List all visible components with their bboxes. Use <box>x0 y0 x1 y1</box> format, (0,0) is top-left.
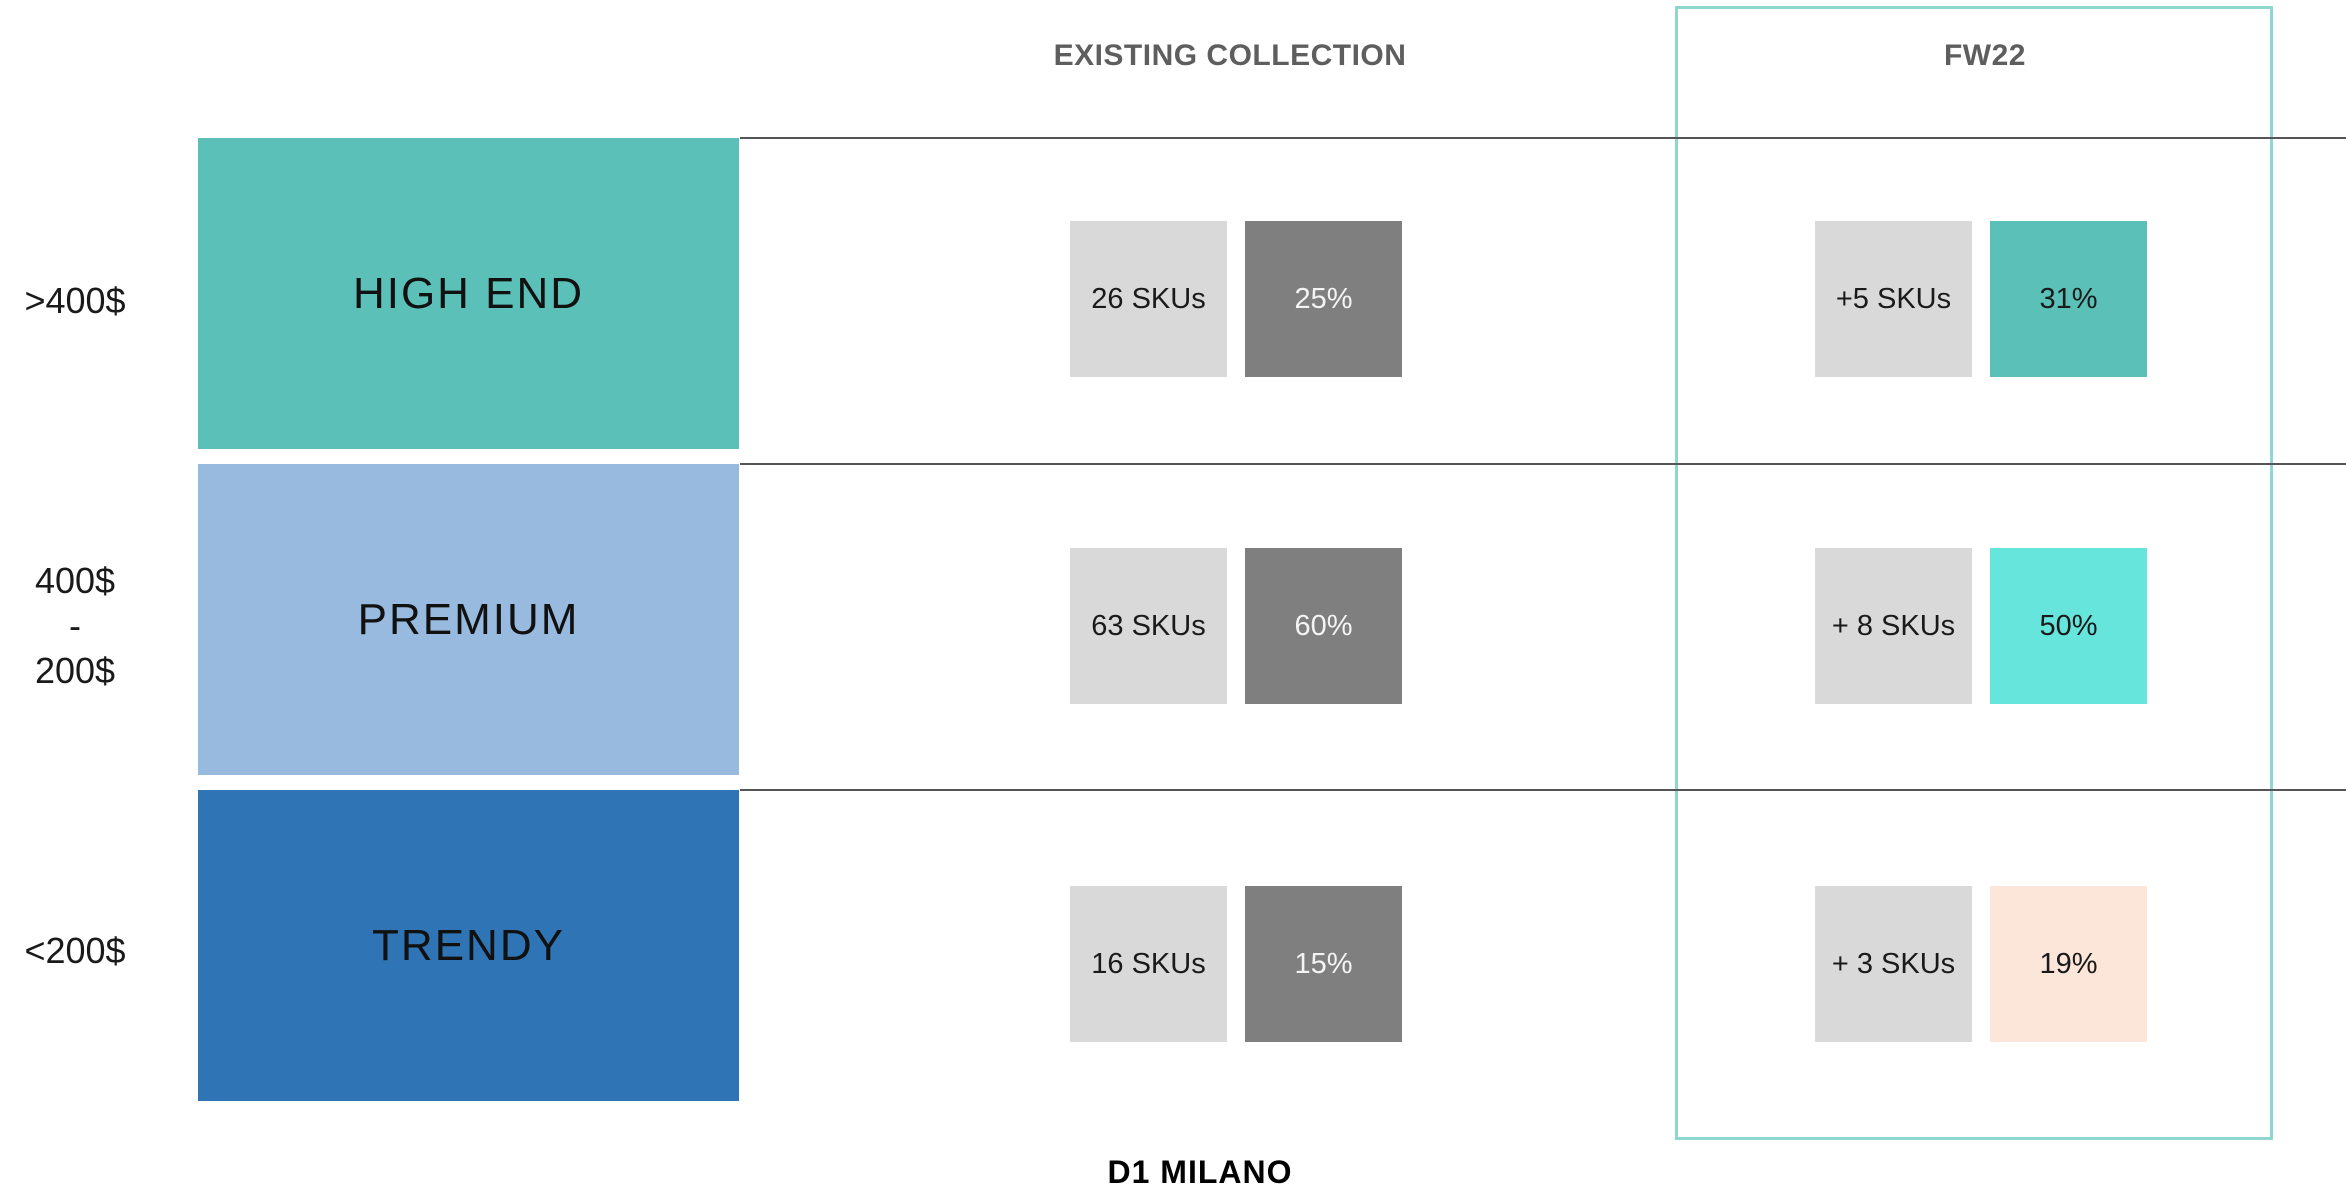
fw22-pct-tile-high-end: 31% <box>1990 221 2147 377</box>
tier-name-trendy: TRENDY <box>372 920 565 970</box>
price-label-trendy: <200$ <box>24 930 126 971</box>
existing-sku-tile-premium: 63 SKUs <box>1070 548 1227 704</box>
divider-middle <box>740 463 2346 465</box>
tier-name-premium: PREMIUM <box>357 594 580 644</box>
tier-block-premium: PREMIUM <box>198 464 739 775</box>
existing-sku-tile-high-end: 26 SKUs <box>1070 221 1227 377</box>
existing-pct-tile-high-end: 25% <box>1245 221 1402 377</box>
existing-pct-tile-premium: 60% <box>1245 548 1402 704</box>
fw22-frame <box>1675 6 2273 1140</box>
tier-block-trendy: TRENDY <box>198 790 739 1101</box>
existing-sku-tile-trendy: 16 SKUs <box>1070 886 1227 1042</box>
existing-pct-tile-trendy: 15% <box>1245 886 1402 1042</box>
divider-bottom <box>740 789 2346 791</box>
price-label-premium-separator: - <box>69 605 81 646</box>
price-label-high-end: >400$ <box>24 280 126 321</box>
fw22-pct-tile-trendy: 19% <box>1990 886 2147 1042</box>
fw22-sku-tile-trendy: + 3 SKUs <box>1815 886 1972 1042</box>
fw22-sku-tile-premium: + 8 SKUs <box>1815 548 1972 704</box>
fw22-sku-tile-high-end: +5 SKUs <box>1815 221 1972 377</box>
divider-top <box>740 137 2346 139</box>
price-label-premium: 400$ - 200$ <box>0 558 150 693</box>
price-label-premium-lower: 200$ <box>34 650 116 691</box>
d1-milano-logo: D1 MILANO <box>1107 1154 1293 1190</box>
price-label-premium-upper: 400$ <box>34 560 116 601</box>
existing-collection-header: EXISTING COLLECTION <box>1053 39 1407 72</box>
fw22-header: FW22 <box>1943 39 2026 72</box>
fw22-pct-tile-premium: 50% <box>1990 548 2147 704</box>
tier-block-high-end: HIGH END <box>198 138 739 449</box>
tier-name-high-end: HIGH END <box>352 268 585 318</box>
